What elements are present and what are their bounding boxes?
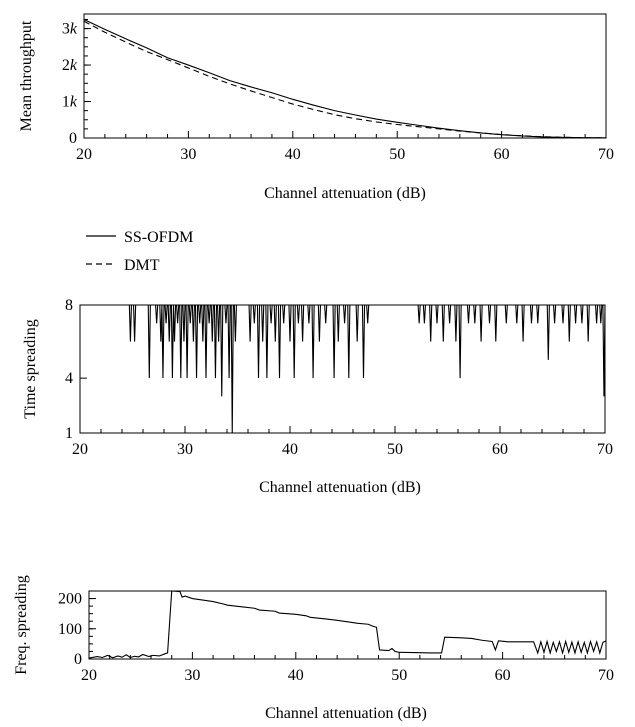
throughput-series-dmt [83, 20, 607, 139]
time-spreading-chart: 20 30 40 50 60 70 1 4 8 Time spreading Channel a… [22, 297, 613, 496]
x-tick-label: 40 [282, 441, 298, 458]
throughput-series-ss-ofdm [83, 18, 607, 139]
y-tick-label: 1 [65, 425, 73, 442]
x-tick-label: 60 [492, 441, 508, 458]
time-spreading-series [80, 304, 606, 434]
throughput-x-axis-label: Channel attenuation (dB) [264, 185, 426, 202]
y-tick-label: 200 [58, 591, 82, 608]
y-tick-label: 4 [65, 370, 73, 387]
throughput-y-axis-label: Mean throughput [18, 20, 35, 131]
y-tick-label: 3k [62, 21, 78, 38]
x-tick-label: 60 [494, 146, 510, 163]
x-tick-label: 40 [285, 146, 301, 163]
legend-label-dmt: DMT [124, 257, 160, 274]
y-tick-label: 2k [62, 57, 78, 74]
x-tick-label: 30 [184, 667, 200, 684]
x-tick-label: 70 [597, 441, 613, 458]
x-tick-label: 70 [598, 146, 614, 163]
x-tick-label: 20 [81, 667, 97, 684]
freq-spreading-x-axis-label: Channel attenuation (dB) [265, 705, 427, 722]
x-tick-label: 20 [76, 146, 92, 163]
freq-spreading-chart: 20 30 40 50 60 70 0 100 200 Freq. spreading Chan… [13, 575, 614, 722]
freq-spreading-axes-ticks: 20 30 40 50 60 70 0 100 200 [58, 590, 614, 684]
x-tick-label: 70 [598, 667, 614, 684]
y-tick-label: 1k [62, 94, 78, 111]
y-tick-label: 0 [69, 130, 77, 147]
x-tick-label: 20 [72, 441, 88, 458]
x-tick-label: 50 [387, 441, 403, 458]
freq-spreading-series-line [88, 590, 607, 659]
time-spreading-axes-ticks: 20 30 40 50 60 70 1 4 8 [65, 297, 613, 458]
throughput-axes-ticks: 20 30 40 50 60 70 0 1k 2k 3k [62, 18, 614, 163]
freq-spreading-series [88, 590, 607, 659]
time-spreading-series-line [80, 304, 606, 434]
throughput-series [83, 18, 607, 139]
x-tick-label: 30 [177, 441, 193, 458]
y-tick-label: 8 [65, 297, 73, 314]
y-tick-label: 0 [74, 651, 82, 668]
throughput-plot-frame [83, 13, 607, 139]
time-spreading-x-axis-label: Channel attenuation (dB) [259, 479, 421, 496]
x-tick-label: 50 [389, 146, 405, 163]
x-tick-label: 60 [495, 667, 511, 684]
legend-label-ss-ofdm: SS-OFDM [124, 229, 193, 246]
x-tick-label: 40 [288, 667, 304, 684]
freq-spreading-y-axis-label: Freq. spreading [13, 575, 30, 675]
throughput-chart: 20 30 40 50 60 70 0 1k 2k 3k Mean throughput Chan… [18, 13, 614, 202]
y-tick-label: 100 [58, 621, 82, 638]
freq-spreading-plot-frame [88, 590, 607, 660]
time-spreading-plot-frame [79, 304, 606, 434]
x-tick-label: 30 [180, 146, 196, 163]
time-spreading-y-axis-label: Time spreading [22, 319, 39, 418]
x-tick-label: 50 [391, 667, 407, 684]
legend: SS-OFDM DMT [86, 229, 193, 274]
